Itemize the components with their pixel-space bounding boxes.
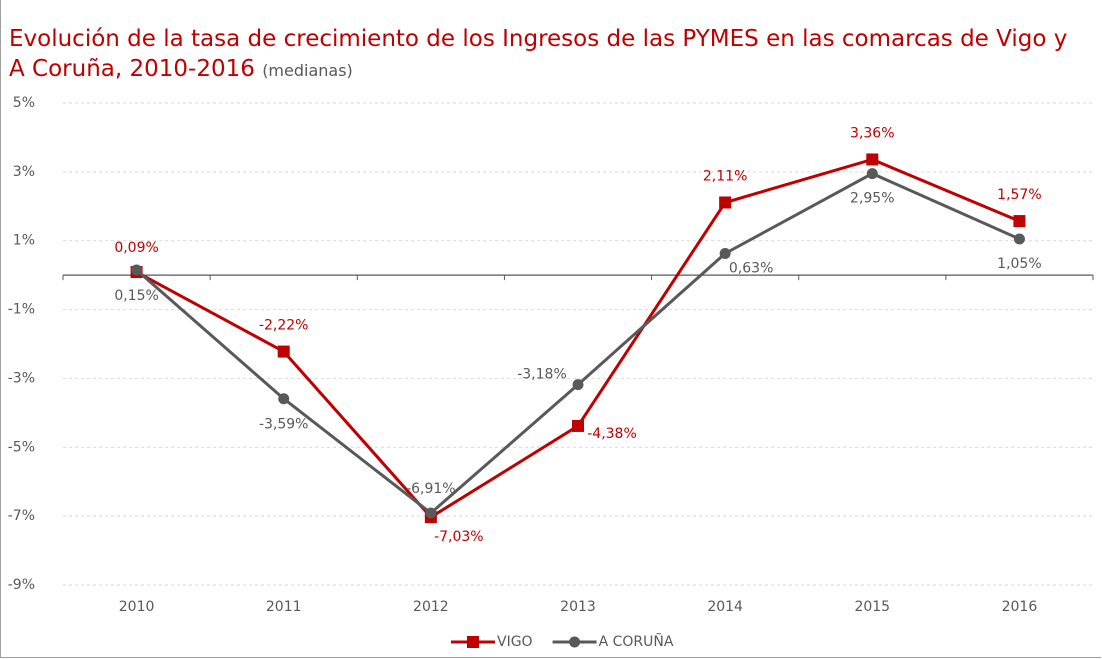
data-label: 2,11% — [703, 168, 747, 184]
data-label: 3,36% — [850, 125, 894, 141]
y-tick-label: -3% — [8, 370, 35, 386]
x-tick-label: 2011 — [266, 599, 302, 615]
chart-title: Evolución de la tasa de crecimiento de l… — [9, 26, 1068, 82]
line-marker — [572, 379, 584, 391]
data-label: 1,05% — [997, 256, 1041, 272]
data-label: -4,38% — [587, 426, 637, 442]
line-marker — [131, 264, 143, 276]
series-line — [135, 157, 1021, 520]
chart-subtitle: (medianas) — [262, 61, 353, 80]
data-label: 2,95% — [850, 191, 894, 207]
data-label: 0,63% — [729, 260, 773, 276]
data-label: -3,59% — [259, 417, 309, 433]
line-marker — [1013, 215, 1026, 228]
x-tick-label: 2016 — [1002, 599, 1038, 615]
line-marker — [719, 247, 731, 259]
y-tick-label: -1% — [8, 302, 35, 318]
line-marker — [572, 419, 584, 432]
line-marker — [719, 196, 732, 209]
data-label: -7,03% — [434, 529, 484, 545]
x-tick-label: 2014 — [707, 599, 743, 615]
line-marker — [425, 507, 437, 519]
line-marker — [278, 393, 290, 405]
line-marker — [866, 153, 879, 166]
x-tick-label: 2012 — [413, 599, 449, 615]
y-tick-label: -7% — [8, 508, 35, 524]
data-label: -2,22% — [259, 318, 309, 334]
data-label: 1,57% — [997, 187, 1041, 203]
legend-marker — [467, 636, 479, 648]
x-tick-label: 2015 — [854, 599, 890, 615]
legend-label: VIGO — [497, 634, 533, 650]
data-label: 0,09% — [114, 240, 158, 256]
y-tick-label: 3% — [13, 164, 35, 180]
line-marker — [277, 345, 290, 358]
data-label: -3,18% — [517, 367, 567, 383]
line-marker — [866, 168, 878, 180]
y-tick-label: -5% — [8, 439, 35, 455]
x-tick-label: 2013 — [560, 599, 596, 615]
legend-label: A CORUÑA — [599, 633, 674, 650]
legend-marker — [569, 636, 581, 648]
chart-title-block: Evolución de la tasa de crecimiento de l… — [9, 24, 1089, 86]
y-tick-label: 1% — [13, 233, 35, 249]
data-label: 0,15% — [114, 288, 158, 304]
x-tick-label: 2010 — [119, 599, 155, 615]
data-label: -6,91% — [406, 481, 456, 497]
line-marker — [1013, 233, 1025, 245]
y-tick-label: -9% — [8, 577, 35, 593]
y-tick-label: 5% — [13, 95, 35, 111]
